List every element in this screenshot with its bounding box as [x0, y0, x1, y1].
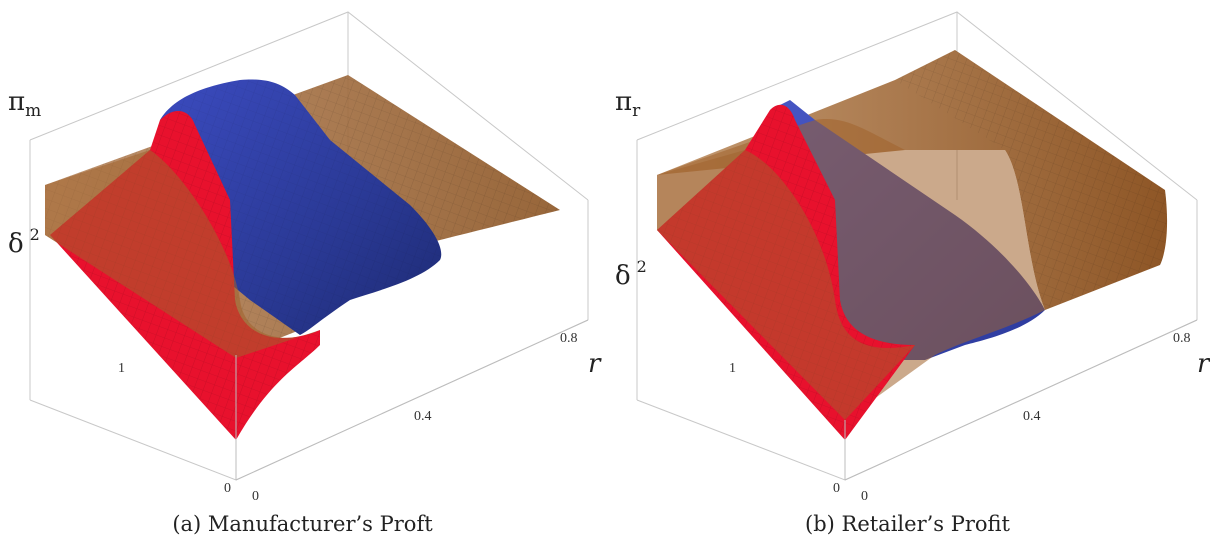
x-tick-2: 0.8	[560, 331, 578, 346]
x-tick-1: 0.4	[1023, 409, 1041, 424]
x-tick-2: 0.8	[1173, 331, 1191, 346]
y-tick-0: 0	[833, 481, 840, 496]
x-tick-0: 0	[861, 489, 868, 504]
z-axis-label: πr	[615, 87, 641, 121]
x-tick-0: 0	[252, 489, 259, 504]
y-tick-0: 0	[224, 481, 231, 496]
y-tick-1: 1	[118, 361, 125, 376]
x-axis-label: r	[1197, 349, 1210, 379]
caption-retailer: (b) Retailer’s Profit	[805, 512, 1010, 536]
x-tick-1: 0.4	[414, 409, 432, 424]
caption-manufacturer: (a) Manufacturer’s Proft	[172, 512, 433, 536]
x-axis-label: r	[588, 349, 602, 379]
z-axis-label: πm	[8, 87, 41, 121]
y-tick-1: 1	[729, 361, 736, 376]
